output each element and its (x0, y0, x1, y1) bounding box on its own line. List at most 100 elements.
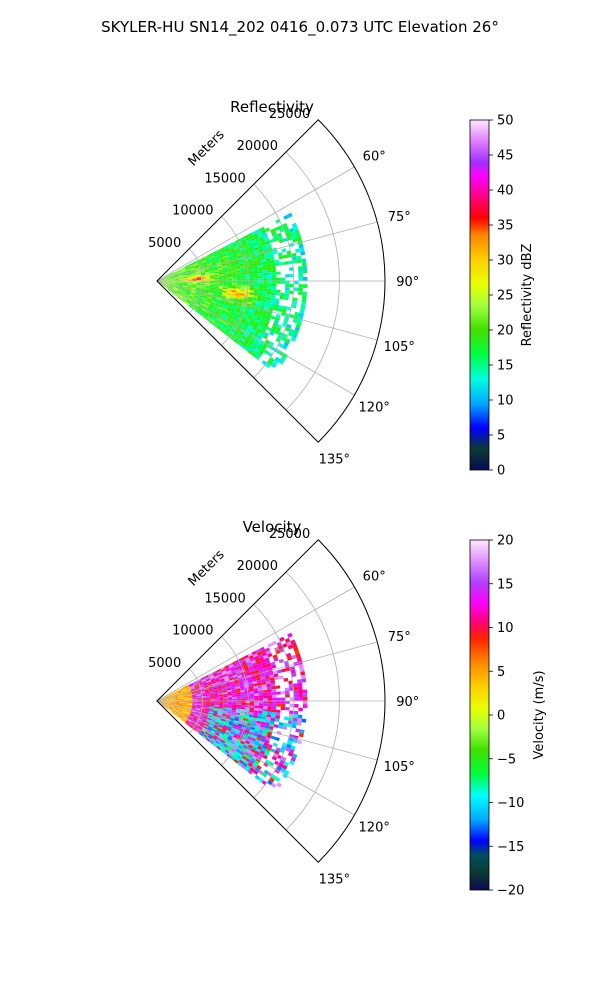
radar-cell (202, 717, 208, 721)
radar-cell (231, 738, 237, 743)
radar-cell (256, 344, 262, 350)
radar-cell (239, 717, 244, 721)
radar-cell (252, 683, 258, 687)
radar-cell (274, 676, 280, 681)
radar-cell (244, 310, 250, 314)
radar-cell (190, 268, 196, 271)
radar-cell (266, 291, 272, 295)
radar-cell (195, 687, 200, 691)
radar-cell (241, 241, 247, 246)
radar-cell (164, 695, 170, 698)
radar-cell (215, 300, 221, 304)
radar-cell (289, 328, 295, 334)
radar-cell (258, 309, 264, 313)
radar-cell (277, 304, 283, 309)
radar-cell (215, 718, 221, 722)
radar-cell (230, 248, 236, 252)
radar-cell (179, 294, 184, 298)
radar-cell (223, 314, 229, 319)
radar-cell (287, 331, 294, 337)
radar-cell (215, 720, 221, 724)
radar-cell (226, 294, 231, 298)
radar-cell (278, 238, 284, 244)
radar-cell (258, 283, 264, 286)
radar-cell (189, 265, 195, 269)
radar-cell (257, 295, 263, 299)
radar-cell (184, 714, 190, 717)
radar-cell (206, 298, 212, 302)
radar-cell (176, 689, 182, 692)
radar-cell (176, 291, 181, 295)
radar-cell (200, 256, 205, 260)
radar-cell (210, 698, 215, 700)
radar-cell (258, 777, 264, 783)
radar-cell (230, 740, 236, 745)
radar-cell (228, 331, 233, 337)
radar-cell (231, 326, 237, 331)
radar-cell (183, 696, 188, 698)
radar-cell (236, 250, 241, 255)
radar-cell (204, 271, 210, 274)
radar-cell (183, 697, 188, 699)
radar-cell (212, 316, 217, 321)
radar-cell (275, 712, 281, 716)
radar-cell (266, 263, 272, 268)
radar-cell (218, 702, 224, 705)
radar-cell (218, 723, 224, 727)
radar-cell (222, 673, 228, 677)
radar-cell (239, 263, 245, 267)
radar-cell (170, 283, 175, 285)
radar-cell (240, 692, 246, 695)
radar-cell (259, 656, 265, 661)
radar-cell (276, 765, 282, 771)
radar-cell (267, 731, 273, 736)
radar-cell (209, 740, 214, 745)
sector-frame (156, 119, 386, 443)
radar-cell (259, 253, 265, 258)
radar-cell (214, 702, 219, 704)
radar-cell (187, 297, 193, 301)
radar-cell (236, 738, 242, 743)
radar-cell (239, 667, 245, 671)
radial-tick-label: 20000 (237, 559, 278, 574)
radar-cell (225, 311, 230, 316)
radar-cell (246, 241, 252, 246)
radar-cell (259, 750, 266, 755)
radar-cell (195, 730, 200, 734)
radar-cell (232, 736, 238, 741)
radar-cell (165, 698, 171, 700)
radar-cell (161, 280, 166, 281)
radar-cell (212, 252, 218, 256)
radar-cell (214, 274, 219, 277)
radar-cell (164, 274, 169, 278)
radar-cell (227, 271, 232, 274)
radar-cell (197, 261, 202, 264)
radar-cell (204, 270, 210, 273)
radar-cell (174, 283, 179, 286)
radar-cell (291, 672, 297, 678)
radar-cell (161, 701, 166, 703)
radar-cell (245, 239, 251, 244)
radar-cell (283, 214, 289, 220)
radar-cell (263, 703, 268, 707)
radar-cell (288, 737, 294, 742)
radar-cell (257, 265, 263, 269)
radar-cell (178, 283, 184, 285)
radar-cell (262, 684, 267, 688)
radar-cell (176, 688, 181, 692)
colorbar-tick-label: 0 (497, 464, 505, 479)
radar-cell (231, 318, 237, 323)
radar-cell (274, 776, 281, 783)
radar-cell (174, 704, 179, 707)
radar-cell (236, 755, 242, 760)
radar-cell (172, 691, 178, 694)
radar-cell (287, 644, 294, 650)
radar-cell (244, 709, 250, 713)
radar-cell (254, 760, 260, 765)
radar-cell (297, 259, 302, 264)
radar-cell (196, 701, 202, 704)
radar-cell (298, 732, 304, 738)
radar-cell (200, 678, 206, 682)
